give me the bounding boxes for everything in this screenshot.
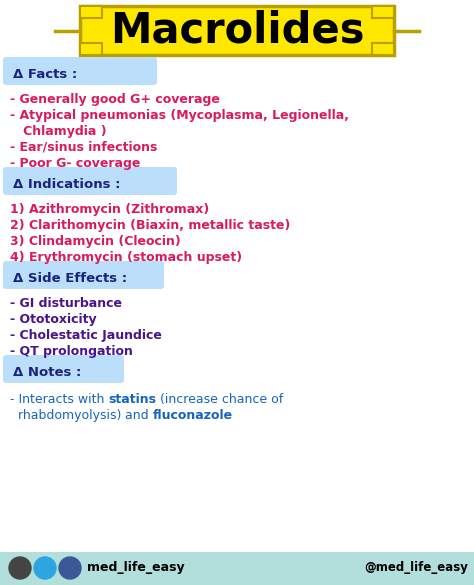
Text: 4) Erythromycin (stomach upset): 4) Erythromycin (stomach upset)	[10, 251, 242, 264]
Text: - Ear/sinus infections: - Ear/sinus infections	[10, 141, 157, 154]
Text: Macrolides: Macrolides	[110, 9, 364, 51]
Text: - Cholestatic Jaundice: - Cholestatic Jaundice	[10, 329, 162, 342]
Bar	[80, 6, 102, 18]
Text: Δ Facts :: Δ Facts :	[13, 67, 77, 81]
Text: med_life_easy: med_life_easy	[87, 562, 185, 574]
Text: and: and	[121, 409, 153, 422]
Text: - Atypical pneumonias (Mycoplasma, Legionella,: - Atypical pneumonias (Mycoplasma, Legio…	[10, 109, 349, 122]
Bar	[0, 552, 474, 585]
Text: 2) Clarithomycin (Biaxin, metallic taste): 2) Clarithomycin (Biaxin, metallic taste…	[10, 219, 291, 232]
Text: 1) Azithromycin (Zithromax): 1) Azithromycin (Zithromax)	[10, 203, 209, 216]
Text: Δ Indications :: Δ Indications :	[13, 177, 120, 191]
Text: statins: statins	[109, 393, 156, 406]
Text: (increase chance of: (increase chance of	[156, 393, 283, 406]
Bar	[80, 6, 394, 55]
FancyBboxPatch shape	[3, 261, 164, 289]
Circle shape	[34, 557, 56, 579]
Bar	[372, 6, 394, 18]
Text: Chlamydia ): Chlamydia )	[10, 125, 107, 138]
Text: Δ Side Effects :: Δ Side Effects :	[13, 271, 127, 284]
Text: 3) Clindamycin (Cleocin): 3) Clindamycin (Cleocin)	[10, 235, 181, 248]
Text: - GI disturbance: - GI disturbance	[10, 297, 122, 310]
Text: - Interacts with: - Interacts with	[10, 393, 109, 406]
Bar	[80, 43, 102, 55]
FancyBboxPatch shape	[3, 57, 157, 85]
Text: - Poor G- coverage: - Poor G- coverage	[10, 157, 140, 170]
Text: rhabdomyolysis): rhabdomyolysis)	[10, 409, 121, 422]
FancyBboxPatch shape	[3, 355, 124, 383]
FancyBboxPatch shape	[3, 167, 177, 195]
Text: - Generally good G+ coverage: - Generally good G+ coverage	[10, 93, 220, 106]
Text: fluconazole: fluconazole	[153, 409, 233, 422]
Circle shape	[9, 557, 31, 579]
Bar	[372, 43, 394, 55]
Text: Δ Notes :: Δ Notes :	[13, 366, 82, 378]
Text: - Ototoxicity: - Ototoxicity	[10, 313, 97, 326]
Text: @med_life_easy: @med_life_easy	[364, 562, 468, 574]
Text: - QT prolongation: - QT prolongation	[10, 345, 133, 358]
Circle shape	[59, 557, 81, 579]
